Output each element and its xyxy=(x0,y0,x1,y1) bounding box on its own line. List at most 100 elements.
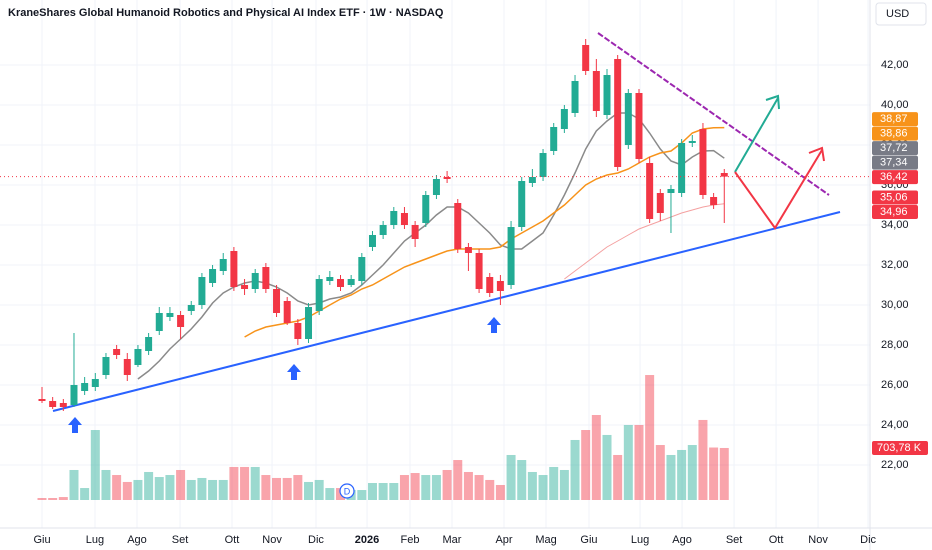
volume-bar xyxy=(144,471,154,500)
candle-body xyxy=(91,379,99,387)
candle-body xyxy=(230,251,238,287)
candle-body xyxy=(432,179,440,195)
currency-box[interactable] xyxy=(875,2,927,26)
volume-bar xyxy=(698,419,708,500)
up-marker xyxy=(487,317,501,333)
volume-bar xyxy=(197,477,207,500)
candle-body xyxy=(294,323,302,339)
price-label-box xyxy=(872,170,918,185)
dividend-label: D xyxy=(344,486,351,496)
candle-body xyxy=(326,277,334,281)
volume-bar xyxy=(527,471,537,500)
candle-body xyxy=(113,349,121,355)
candle-body xyxy=(635,93,643,159)
volume-bar xyxy=(517,460,527,500)
candle-body xyxy=(422,195,430,223)
plot xyxy=(0,39,870,411)
candle-body xyxy=(262,267,270,289)
candle-body xyxy=(379,225,387,235)
volume-bar xyxy=(463,471,473,500)
candle-body xyxy=(134,349,142,365)
volume-bar xyxy=(37,498,47,500)
volume-bar xyxy=(367,483,377,500)
up-marker xyxy=(68,417,82,433)
support-trendline xyxy=(52,211,841,412)
chart-title: KraneShares Global Humanoid Robotics and… xyxy=(8,7,444,19)
dividend-marker[interactable] xyxy=(339,483,355,499)
volume-bar xyxy=(666,454,676,500)
drawings xyxy=(52,32,841,433)
candle-body xyxy=(528,177,536,183)
price-label: 37,34 xyxy=(880,157,908,169)
candle-body xyxy=(496,281,504,291)
candle-body xyxy=(571,81,579,113)
volume-bar xyxy=(325,488,335,500)
volume-bar xyxy=(154,477,164,500)
candle-body xyxy=(38,399,46,401)
candle-body xyxy=(102,357,110,375)
volume-bar xyxy=(293,475,303,500)
volume-bar xyxy=(634,424,644,500)
candle-body xyxy=(283,301,291,323)
x-tick-label: Nov xyxy=(808,534,828,546)
y-tick-label: 30,00 xyxy=(881,299,909,311)
candle-body xyxy=(550,127,558,151)
price-label-box xyxy=(872,190,918,205)
volume-bar xyxy=(218,479,228,500)
volume-bar xyxy=(453,460,463,500)
volume-bar xyxy=(613,454,623,500)
candle-body xyxy=(688,141,696,143)
moving-average xyxy=(564,203,725,280)
x-tick-label: Ott xyxy=(225,534,240,546)
candle-body xyxy=(667,189,675,193)
candle-body xyxy=(539,153,547,177)
volume-bar xyxy=(410,473,420,500)
x-tick-label: Ago xyxy=(127,534,147,546)
candle-body xyxy=(315,279,323,311)
volume-bar xyxy=(570,439,580,500)
candle-body xyxy=(81,383,89,391)
bear-arrow-head xyxy=(808,146,825,162)
price-label: 37,72 xyxy=(880,142,908,154)
x-tick-label: Apr xyxy=(495,534,512,546)
volume-bar xyxy=(165,475,175,500)
volume-bar xyxy=(112,475,122,500)
candle-body xyxy=(720,173,728,177)
price-label-box xyxy=(872,141,918,156)
volume-bar xyxy=(677,449,687,500)
volume-bar xyxy=(240,466,250,500)
candle-body xyxy=(624,93,632,145)
candle-body xyxy=(475,253,483,289)
volume-bar xyxy=(208,479,218,500)
y-tick-label: 26,00 xyxy=(881,379,909,391)
candle-body xyxy=(198,277,206,305)
volume-bar xyxy=(261,475,271,500)
volume-bar xyxy=(506,454,516,500)
resistance-trendline xyxy=(597,32,830,196)
currency: USD xyxy=(886,8,909,20)
x-tick-label: Lug xyxy=(631,534,649,546)
volume-bar xyxy=(389,483,399,500)
candle-body xyxy=(177,315,185,327)
candle-body xyxy=(155,313,163,331)
volume-bar xyxy=(421,475,431,500)
volume-bar xyxy=(282,477,292,500)
volume-bar xyxy=(378,483,388,500)
candle-body xyxy=(411,225,419,239)
grid xyxy=(0,0,870,528)
volume-label: 703,78 K xyxy=(877,442,922,454)
candle-body xyxy=(646,163,654,219)
x-tick-label: 2026 xyxy=(355,534,379,546)
volume-bar xyxy=(357,490,367,500)
candle-body xyxy=(454,203,462,249)
bear-arrow xyxy=(734,149,823,230)
candle-body xyxy=(507,227,515,285)
volume-bar xyxy=(304,481,314,500)
candle-body xyxy=(400,213,408,225)
x-tick-label: Ago xyxy=(672,534,692,546)
volume-bar xyxy=(709,447,719,500)
bull-arrow xyxy=(734,97,779,173)
candle-body xyxy=(347,279,355,285)
volume-bar xyxy=(90,430,100,500)
candle-body xyxy=(592,71,600,111)
